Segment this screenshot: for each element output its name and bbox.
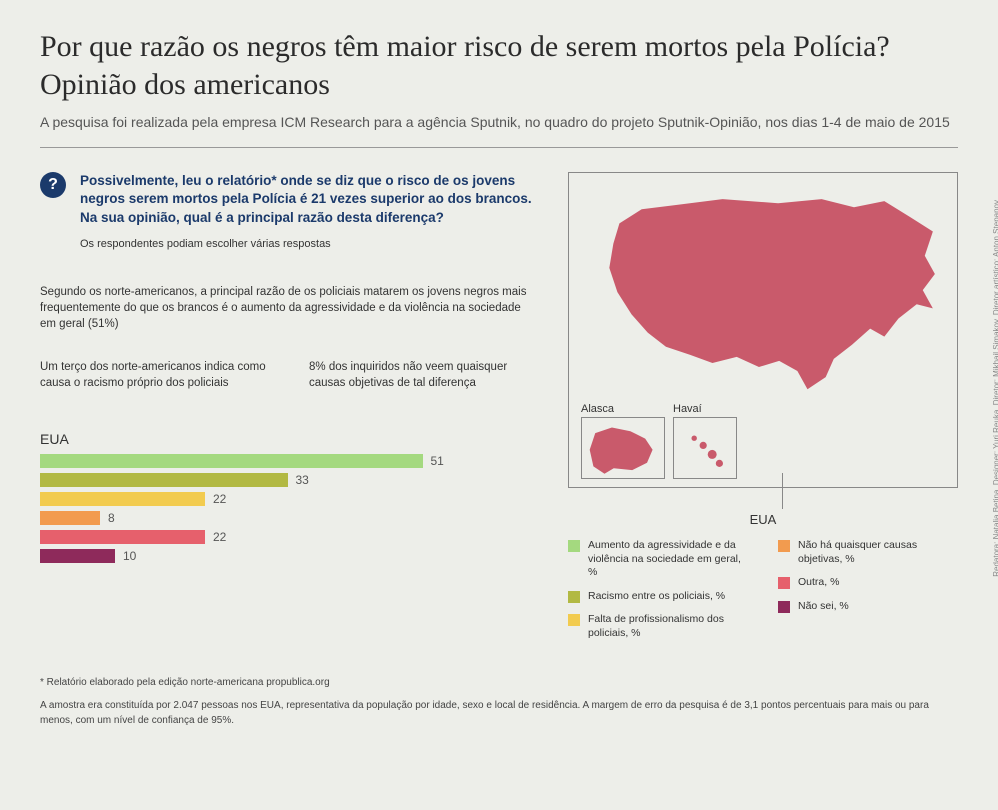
content-area: ? Possivelmente, leu o relatório* onde s…	[40, 172, 958, 651]
question-icon: ?	[40, 172, 66, 198]
footer: * Relatório elaborado pela edição norte-…	[40, 675, 958, 728]
bar	[40, 530, 205, 544]
bar-row: 22	[40, 529, 538, 545]
bar-value-label: 22	[213, 492, 226, 506]
bar-value-label: 22	[213, 530, 226, 544]
hawaii-icon	[678, 422, 732, 474]
bar-row: 10	[40, 548, 538, 564]
bar	[40, 473, 288, 487]
finding-2: Um terço dos norte-americanos indica com…	[40, 359, 269, 391]
legend-swatch	[778, 540, 790, 552]
legend-swatch	[778, 601, 790, 613]
legend-swatch	[568, 614, 580, 626]
legend-item: Não há quaisquer causas objetivas, %	[778, 539, 958, 566]
pointer-line	[782, 473, 783, 509]
bar	[40, 511, 100, 525]
divider	[40, 147, 958, 148]
findings-row: Um terço dos norte-americanos indica com…	[40, 359, 538, 391]
map-box: Alasca Havaí	[568, 172, 958, 488]
bar-value-label: 8	[108, 511, 115, 525]
chart-title: EUA	[40, 431, 538, 447]
bar-row: 8	[40, 510, 538, 526]
map-insets: Alasca Havaí	[581, 403, 945, 479]
legend-swatch	[778, 577, 790, 589]
bar-value-label: 33	[296, 473, 309, 487]
legend-label: Não sei, %	[798, 600, 849, 614]
footnote-1: * Relatório elaborado pela edição norte-…	[40, 675, 958, 690]
bar-value-label: 10	[123, 549, 136, 563]
finding-1: Segundo os norte-americanos, a principal…	[40, 284, 538, 332]
footnote-2: A amostra era constituída por 2.047 pess…	[40, 698, 958, 728]
legend-item: Outra, %	[778, 576, 958, 590]
question-text: Possivelmente, leu o relatório* onde se …	[80, 172, 538, 229]
bar-row: 22	[40, 491, 538, 507]
bar-chart: 51 33 22 8 22 10	[40, 453, 538, 564]
bar-row: 33	[40, 472, 538, 488]
question-note: Os respondentes podiam escolher várias r…	[80, 238, 538, 250]
bar	[40, 549, 115, 563]
legend-swatch	[568, 540, 580, 552]
usa-map-icon	[581, 185, 945, 397]
alaska-label: Alasca	[581, 403, 665, 415]
question-block: ? Possivelmente, leu o relatório* onde s…	[40, 172, 538, 229]
legend-label: Outra, %	[798, 576, 839, 590]
legend-left-col: Aumento da agressividade e da violência …	[568, 539, 748, 651]
credits-text: Redatora: Natalia Betina. Designer: Yuri…	[992, 200, 998, 577]
map-caption: EUA	[568, 512, 958, 527]
alaska-inset: Alasca	[581, 403, 665, 479]
legend-label: Falta de profissionalismo dos policiais,…	[588, 613, 748, 640]
legend-label: Não há quaisquer causas objetivas, %	[798, 539, 958, 566]
legend-right-col: Não há quaisquer causas objetivas, % Outr…	[778, 539, 958, 651]
legend-item: Racismo entre os policiais, %	[568, 590, 748, 604]
hawaii-inset: Havaí	[673, 403, 737, 479]
left-column: ? Possivelmente, leu o relatório* onde s…	[40, 172, 538, 651]
finding-3: 8% dos inquiridos não veem quaisquer cau…	[309, 359, 538, 391]
page-subtitle: A pesquisa foi realizada pela empresa IC…	[40, 113, 958, 133]
legend-item: Falta de profissionalismo dos policiais,…	[568, 613, 748, 640]
right-column: Alasca Havaí	[568, 172, 958, 651]
legend: Aumento da agressividade e da violência …	[568, 539, 958, 651]
legend-item: Não sei, %	[778, 600, 958, 614]
bar-row: 51	[40, 453, 538, 469]
page-title: Por que razão os negros têm maior risco …	[40, 28, 958, 103]
legend-label: Racismo entre os policiais, %	[588, 590, 725, 604]
bar	[40, 454, 423, 468]
alaska-icon	[586, 422, 660, 476]
legend-swatch	[568, 591, 580, 603]
hawaii-label: Havaí	[673, 403, 737, 415]
legend-item: Aumento da agressividade e da violência …	[568, 539, 748, 580]
legend-label: Aumento da agressividade e da violência …	[588, 539, 748, 580]
bar-value-label: 51	[431, 454, 444, 468]
bar	[40, 492, 205, 506]
